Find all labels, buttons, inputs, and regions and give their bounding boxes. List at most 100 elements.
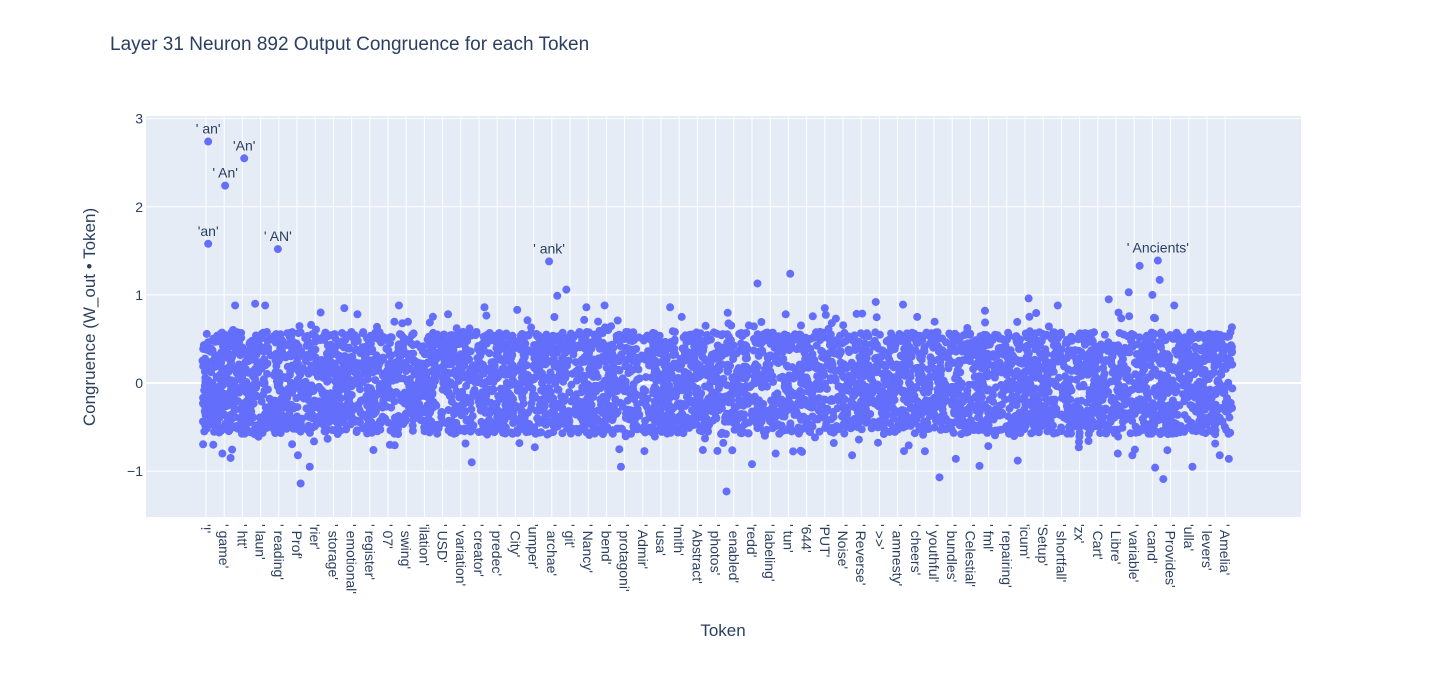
scatter-point (482, 311, 491, 320)
scatter-point (623, 396, 632, 405)
scatter-point (1223, 332, 1232, 341)
scatter-point (523, 316, 532, 325)
scatter-point (677, 424, 686, 432)
scatter-point (1164, 363, 1173, 372)
scatter-point (321, 401, 330, 410)
scatter-point (816, 378, 825, 387)
scatter-point (934, 378, 943, 387)
scatter-point (1135, 333, 1144, 342)
scatter-point (1211, 439, 1220, 448)
scatter-point (314, 403, 323, 412)
scatter-point (322, 375, 331, 384)
scatter-point (443, 417, 452, 426)
scatter-point (1100, 330, 1109, 339)
scatter-point (580, 425, 589, 434)
scatter-point (701, 321, 710, 330)
scatter-point (661, 337, 670, 346)
scatter-point (781, 310, 790, 319)
scatter-point (826, 330, 835, 339)
scatter-point (1042, 403, 1051, 412)
scatter-point (1031, 384, 1040, 393)
scatter-point (829, 428, 838, 437)
scatter-point (1163, 446, 1172, 455)
scatter-point (808, 312, 817, 321)
scatter-point (399, 333, 408, 342)
scatter-point (681, 402, 689, 410)
scatter-point (424, 359, 432, 367)
scatter-point (1150, 329, 1159, 338)
scatter-point (374, 419, 383, 428)
scatter-point (678, 377, 687, 386)
scatter-point (650, 368, 659, 377)
scatter-point (863, 416, 872, 425)
scatter-point (1010, 432, 1019, 441)
scatter-point (311, 397, 320, 406)
scatter-point (609, 357, 618, 366)
scatter-point (743, 354, 751, 363)
scatter-point (821, 310, 830, 319)
scatter-point (1018, 359, 1027, 368)
scatter-point (256, 418, 265, 427)
scatter-point (808, 392, 816, 400)
scatter-point (606, 372, 615, 381)
scatter-point (260, 379, 269, 387)
scatter-point (815, 427, 824, 436)
scatter-point (592, 339, 601, 348)
scatter-point (1225, 413, 1234, 422)
scatter-point (1123, 344, 1131, 353)
scatter-point (432, 354, 440, 363)
scatter-point (981, 318, 990, 327)
scatter-point (701, 434, 709, 443)
scatter-point (295, 322, 304, 331)
scatter-point (897, 416, 906, 425)
scatter-point (1107, 377, 1115, 386)
scatter-point (1057, 423, 1066, 432)
scatter-point (537, 428, 546, 437)
scatter-point (851, 403, 859, 412)
scatter-point (201, 382, 210, 391)
scatter-point (199, 399, 207, 408)
scatter-point (594, 317, 603, 326)
scatter-point (202, 329, 211, 338)
scatter-point (1126, 429, 1135, 438)
scatter-point (409, 329, 418, 338)
scatter-point (823, 407, 832, 415)
scatter-point (788, 426, 796, 435)
scatter-point (757, 318, 766, 326)
scatter-point (1194, 424, 1203, 433)
scatter-point (381, 414, 389, 423)
scatter-point (1199, 369, 1208, 378)
scatter-point (366, 331, 375, 340)
scatter-point (796, 426, 805, 435)
scatter-point (1205, 349, 1214, 358)
scatter-point (1084, 437, 1093, 445)
scatter-point (677, 312, 686, 321)
scatter-point (1063, 354, 1071, 362)
scatter-point (493, 415, 502, 423)
scatter-point (376, 381, 385, 390)
scatter-point (818, 330, 827, 339)
scatter-point (930, 364, 939, 373)
scatter-point (684, 389, 693, 398)
scatter-point (924, 365, 933, 374)
scatter-point (263, 423, 272, 432)
scatter-point (666, 373, 675, 382)
scatter-point (501, 409, 510, 418)
scatter-point (712, 406, 721, 415)
scatter-point (519, 399, 528, 408)
scatter-point (251, 368, 260, 377)
scatter-point (1226, 356, 1235, 365)
scatter-point (874, 355, 883, 364)
scatter-point (1150, 313, 1158, 322)
scatter-point (1161, 355, 1170, 364)
scatter-point (766, 417, 775, 426)
scatter-point (1211, 430, 1220, 439)
scatter-point (851, 343, 860, 352)
scatter-point (524, 331, 533, 340)
scatter-point (1062, 402, 1071, 410)
scatter-point (450, 340, 459, 349)
scatter-point (399, 346, 408, 354)
scatter-point (903, 354, 912, 363)
scatter-point (596, 405, 605, 414)
scatter-point (477, 362, 486, 371)
